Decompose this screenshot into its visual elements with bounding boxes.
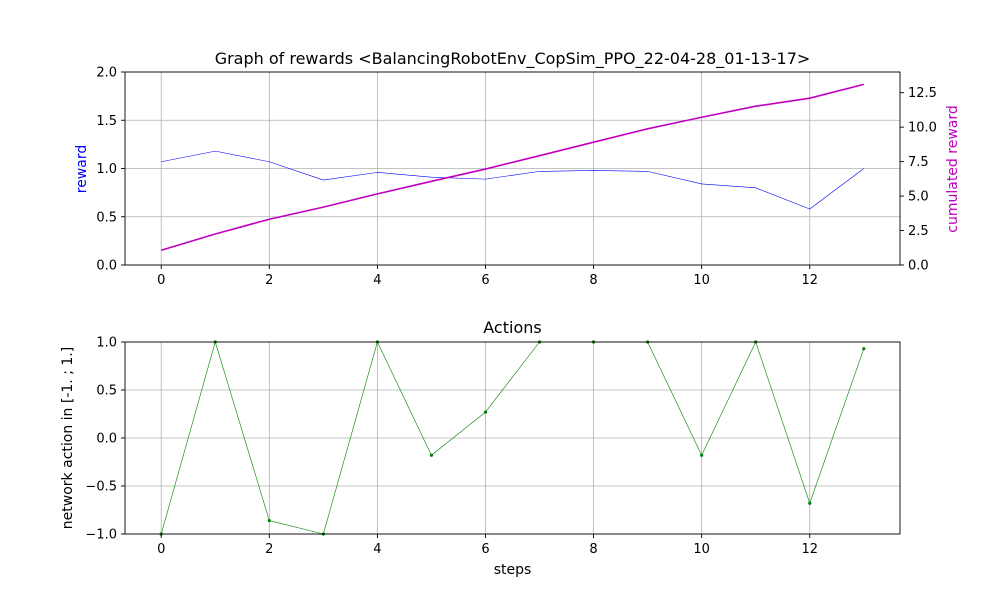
action-point — [483, 410, 488, 414]
actions-chart: Actions steps network action in [-1. ; 1… — [60, 318, 901, 578]
y-tick-label: 0.5 — [96, 210, 117, 225]
y-tick-label: 1.0 — [96, 336, 117, 351]
y-tick-label: 1.0 — [96, 162, 117, 177]
steps-axis-label: steps — [494, 562, 532, 578]
y-tick-label: −0.5 — [85, 480, 117, 495]
x-tick-label: 6 — [481, 542, 489, 557]
cumulated-reward-line — [160, 83, 864, 252]
right-y-tick-label: 5.0 — [908, 190, 929, 205]
x-tick-label: 0 — [157, 542, 165, 557]
right-y-tick-label: 0.0 — [908, 259, 929, 274]
y-tick-label: 0.5 — [96, 384, 117, 399]
x-tick-label: 4 — [373, 542, 381, 557]
x-tick-label: 8 — [589, 542, 597, 557]
x-tick-label: 12 — [801, 542, 818, 557]
right-y-tick-label: 7.5 — [908, 155, 929, 170]
x-tick-label: 10 — [693, 542, 710, 557]
x-tick-label: 0 — [157, 273, 165, 288]
reward-axis-label: reward — [74, 145, 90, 194]
x-tick-label: 2 — [265, 542, 273, 557]
y-tick-label: 0.0 — [96, 259, 117, 274]
action-point — [267, 518, 271, 523]
x-tick-label: 10 — [693, 273, 710, 288]
network-action-axis-label: network action in [-1. ; 1.] — [60, 347, 76, 529]
x-tick-label: 4 — [373, 273, 381, 288]
actions-chart-title: Actions — [483, 318, 541, 337]
right-y-tick-label: 12.5 — [908, 86, 937, 101]
action-point — [862, 347, 866, 351]
y-tick-label: 1.5 — [96, 114, 117, 129]
reward-line — [161, 150, 864, 210]
y-tick-label: −1.0 — [85, 528, 117, 543]
x-tick-label: 2 — [265, 273, 273, 288]
y-tick-label: 2.0 — [96, 66, 117, 81]
action-line — [160, 341, 865, 535]
x-tick-label: 6 — [481, 273, 489, 288]
action-point — [700, 453, 704, 457]
y-tick-label: 0.0 — [96, 432, 117, 447]
right-y-tick-label: 2.5 — [908, 224, 929, 239]
right-y-tick-label: 10.0 — [908, 121, 937, 136]
x-tick-label: 8 — [589, 273, 597, 288]
cumulated-reward-axis-label: cumulated reward — [945, 105, 961, 232]
action-point — [429, 453, 434, 457]
rewards-chart-title: Graph of rewards <BalancingRobotEnv_CopS… — [215, 49, 811, 69]
rewards-chart: Graph of rewards <BalancingRobotEnv_CopS… — [74, 49, 961, 288]
action-point — [808, 501, 812, 505]
x-tick-label: 12 — [801, 273, 818, 288]
